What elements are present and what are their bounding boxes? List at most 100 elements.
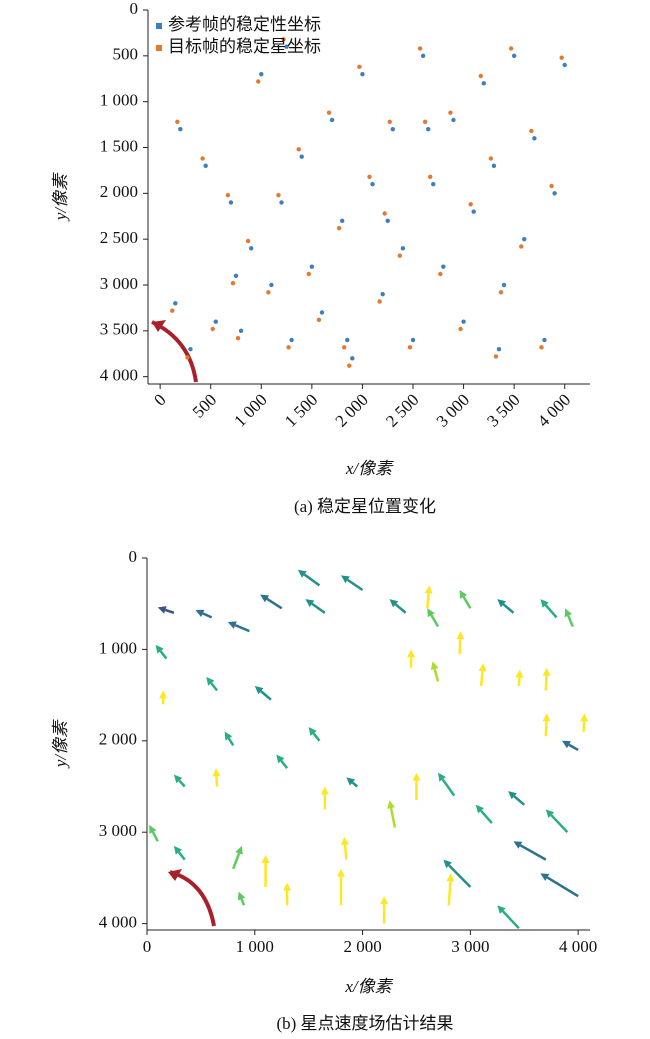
velocity-arrow-shaft bbox=[567, 615, 574, 628]
star-point bbox=[170, 308, 175, 313]
star-point bbox=[562, 62, 567, 68]
velocity-arrow-shaft bbox=[312, 732, 321, 742]
star-point bbox=[259, 71, 264, 77]
velocity-arrow-head bbox=[235, 845, 243, 855]
star-point bbox=[420, 53, 426, 59]
star-point bbox=[200, 156, 205, 161]
velocity-arrow-shaft bbox=[550, 814, 569, 834]
star-point bbox=[306, 271, 312, 277]
star-point bbox=[188, 346, 193, 352]
star-point bbox=[316, 317, 322, 323]
star-point bbox=[400, 246, 406, 251]
x-axis-label: x/像素 bbox=[345, 459, 394, 478]
star-point bbox=[339, 218, 345, 224]
x-tick-label: 0 bbox=[143, 937, 152, 956]
star-point bbox=[539, 345, 544, 350]
star-point bbox=[276, 192, 281, 198]
star-point bbox=[233, 273, 239, 279]
velocity-arrow-head bbox=[173, 845, 183, 855]
star-point bbox=[501, 282, 507, 288]
velocity-arrow-shaft bbox=[546, 876, 579, 898]
velocity-arrow-shaft bbox=[544, 675, 548, 691]
star-point bbox=[519, 244, 524, 249]
star-point bbox=[173, 301, 178, 306]
velocity-arrow-head bbox=[443, 859, 452, 869]
star-point bbox=[468, 202, 473, 207]
velocity-arrow-shaft bbox=[280, 760, 289, 769]
y-tick-label: 3 000 bbox=[100, 274, 138, 293]
star-point bbox=[225, 192, 231, 198]
x-tick-label: 500 bbox=[189, 390, 220, 421]
star-point bbox=[319, 310, 325, 315]
velocity-arrow-head bbox=[456, 631, 465, 640]
y-tick-label: 4 000 bbox=[99, 913, 137, 932]
star-point bbox=[427, 174, 433, 180]
velocity-arrow-shaft bbox=[544, 721, 548, 737]
velocity-arrow-shaft bbox=[448, 864, 472, 888]
velocity-arrow-head bbox=[459, 589, 468, 599]
velocity-arrow-head bbox=[149, 824, 157, 834]
star-point bbox=[559, 55, 564, 60]
y-tick-label: 2 500 bbox=[100, 228, 138, 247]
velocity-arrow-shaft bbox=[425, 593, 430, 609]
star-point bbox=[441, 264, 446, 269]
x-axis-label: x/像素 bbox=[344, 977, 393, 996]
legend-label: 参考帧的稳定性坐标 bbox=[168, 15, 321, 34]
velocity-arrow-shaft bbox=[430, 614, 440, 628]
legend-label: 目标帧的稳定星坐标 bbox=[168, 37, 321, 56]
rotation-arrow bbox=[169, 870, 216, 927]
velocity-arrow-shaft bbox=[462, 596, 472, 609]
star-point bbox=[410, 337, 416, 343]
y-axis-label: y/像素 bbox=[51, 172, 70, 222]
velocity-arrow-shaft bbox=[502, 603, 515, 614]
velocity-arrow-shaft bbox=[582, 721, 586, 732]
x-tick-label: 3 000 bbox=[451, 937, 489, 956]
velocity-arrow-head bbox=[155, 644, 164, 654]
star-point bbox=[289, 337, 294, 343]
velocity-arrow-shaft bbox=[544, 604, 558, 619]
y-tick-label: 4 000 bbox=[100, 366, 138, 385]
velocity-arrow-shaft bbox=[159, 650, 168, 660]
velocity-arrow-head bbox=[545, 809, 555, 818]
velocity-arrow-head bbox=[389, 599, 399, 608]
velocity-arrow-head bbox=[224, 731, 233, 741]
velocity-arrow-head bbox=[276, 754, 285, 764]
velocity-arrow-shaft bbox=[513, 795, 526, 806]
velocity-arrow-head bbox=[261, 855, 270, 864]
star-point bbox=[329, 117, 335, 123]
star-point bbox=[397, 253, 403, 258]
y-axis-label: y/像素 bbox=[51, 719, 70, 769]
y-tick-label: 500 bbox=[113, 45, 139, 64]
velocity-arrow-shaft bbox=[519, 844, 547, 861]
star-point bbox=[360, 71, 365, 77]
velocity-arrow-head bbox=[427, 608, 435, 618]
y-tick-label: 2 000 bbox=[100, 182, 138, 201]
velocity-arrow-shaft bbox=[210, 682, 219, 692]
star-point bbox=[185, 355, 190, 360]
x-tick-label: 4 000 bbox=[559, 937, 597, 956]
velocity-arrow-head bbox=[341, 836, 349, 846]
star-point bbox=[407, 345, 413, 350]
rotation-arrow-head bbox=[152, 320, 166, 332]
star-point bbox=[350, 356, 355, 361]
x-tick-label: 0 bbox=[150, 390, 169, 409]
caption: (a) 稳定星位置变化 bbox=[294, 497, 436, 516]
y-tick-label: 1 000 bbox=[99, 638, 137, 657]
star-point bbox=[230, 280, 236, 286]
velocity-arrow-shaft bbox=[351, 781, 358, 788]
star-point bbox=[387, 119, 392, 125]
star-point bbox=[266, 290, 271, 295]
star-point bbox=[235, 335, 241, 341]
x-tick-label: 3 500 bbox=[483, 390, 523, 430]
velocity-arrow-shaft bbox=[215, 776, 219, 787]
velocity-arrow-shaft bbox=[232, 852, 241, 870]
velocity-arrow-head bbox=[564, 608, 572, 618]
velocity-arrow-head bbox=[337, 868, 346, 877]
velocity-arrow-shaft bbox=[433, 668, 440, 682]
legend-marker bbox=[156, 45, 162, 51]
velocity-arrow-shaft bbox=[240, 898, 246, 906]
velocity-arrow-head bbox=[237, 891, 246, 901]
velocity-arrow-head bbox=[206, 676, 215, 686]
star-point bbox=[228, 200, 234, 205]
velocity-arrow-head bbox=[341, 575, 350, 584]
